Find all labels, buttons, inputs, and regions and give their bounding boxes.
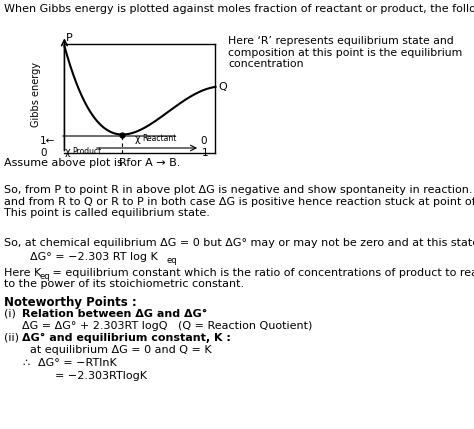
Text: 0: 0	[200, 136, 207, 146]
Text: R: R	[118, 158, 126, 168]
Text: Relation between ΔG and ΔG°: Relation between ΔG and ΔG°	[22, 309, 207, 319]
Text: Product: Product	[72, 147, 101, 156]
Text: Gibbs energy: Gibbs energy	[31, 62, 41, 127]
Text: eq: eq	[167, 256, 178, 265]
Text: eq: eq	[40, 272, 51, 281]
Text: at equilibrium ΔG = 0 and Q = K: at equilibrium ΔG = 0 and Q = K	[30, 345, 211, 355]
Text: (i): (i)	[4, 309, 16, 319]
Text: χ: χ	[65, 147, 71, 157]
Text: = −2.303RTlogK: = −2.303RTlogK	[55, 371, 147, 381]
Text: 1←: 1←	[40, 136, 55, 146]
Text: Assume above plot is for A → B.: Assume above plot is for A → B.	[4, 158, 181, 168]
Text: Here K: Here K	[4, 268, 41, 278]
Text: (ii): (ii)	[4, 333, 19, 343]
Text: ΔG° = −2.303 RT log K: ΔG° = −2.303 RT log K	[30, 252, 158, 262]
Text: 1: 1	[202, 148, 209, 158]
Text: 0: 0	[40, 148, 46, 158]
Text: Noteworthy Points :: Noteworthy Points :	[4, 296, 137, 309]
Text: So, from P to point R in above plot ΔG is negative and show spontaneity in react: So, from P to point R in above plot ΔG i…	[4, 185, 474, 218]
Text: P: P	[66, 33, 73, 43]
Text: ΔG° = −RTlnK: ΔG° = −RTlnK	[38, 358, 117, 368]
Text: When Gibbs energy is plotted against moles fraction of reactant or product, the : When Gibbs energy is plotted against mol…	[4, 4, 474, 14]
Text: χ: χ	[135, 134, 141, 144]
Text: Q: Q	[219, 82, 227, 92]
Text: ΔG° and equilibrium constant, K :: ΔG° and equilibrium constant, K :	[22, 333, 231, 343]
Text: So, at chemical equilibrium ΔG = 0 but ΔG° may or may not be zero and at this st: So, at chemical equilibrium ΔG = 0 but Δ…	[4, 238, 474, 248]
Text: = equilibrium constant which is the ratio of concentrations of product to reacta: = equilibrium constant which is the rati…	[49, 268, 474, 278]
Text: Reactant: Reactant	[142, 134, 176, 143]
Text: Here ‘R’ represents equilibrium state and
composition at this point is the equil: Here ‘R’ represents equilibrium state an…	[228, 36, 462, 69]
Text: to the power of its stoichiometric constant.: to the power of its stoichiometric const…	[4, 279, 244, 289]
Text: ΔG = ΔG° + 2.303RT logQ   (Q = Reaction Quotient): ΔG = ΔG° + 2.303RT logQ (Q = Reaction Qu…	[22, 321, 312, 331]
Text: ∴: ∴	[22, 358, 29, 368]
